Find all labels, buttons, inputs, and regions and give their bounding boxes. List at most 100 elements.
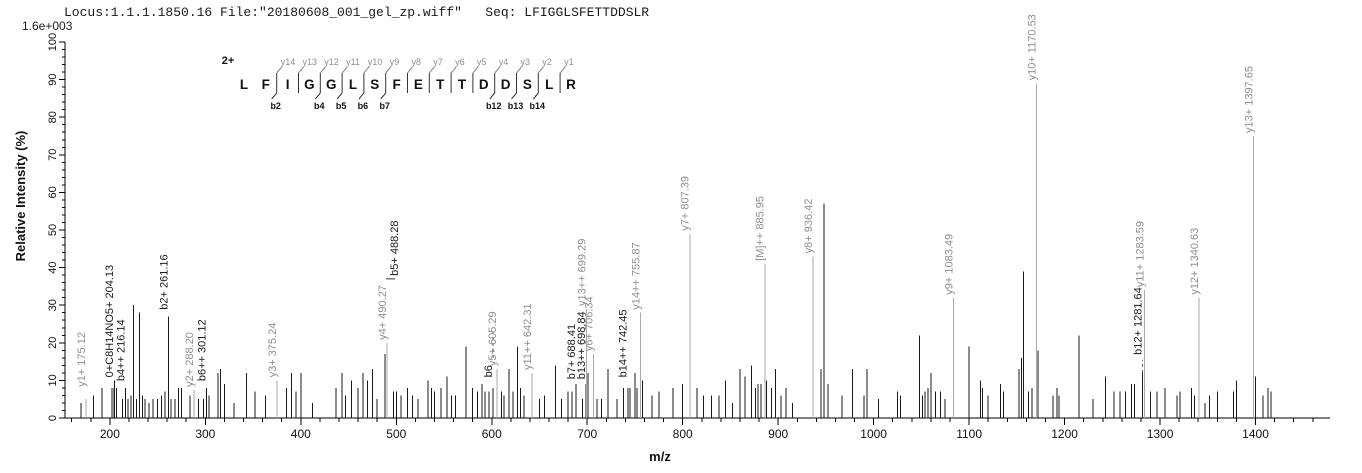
y-tick-label: 90 [47,73,59,85]
residue-letter: L [349,77,357,92]
x-tick-label: 600 [482,427,502,441]
y-fragment-tick [385,66,392,74]
peak-label: 0+C8H14NO5+ 204.13 [104,265,116,378]
b-ion-label: b6 [358,101,369,111]
y-ion-label: y10 [368,57,383,67]
x-tick-label: 1000 [860,427,887,441]
y-fragment-tick [537,66,544,74]
peak-annotations: y1+ 175.12 0+C8H14NO5+ 204.13 b4++ 216.14 b… [76,14,1255,418]
y-tick-label: 50 [47,224,59,236]
y-tick-label: 30 [47,299,59,311]
peak-label: y9+ 1083.49 [943,234,955,295]
peak-label: y7+ 807.39 [680,176,692,231]
y-ion-label: y12 [324,57,339,67]
y-fragment-tick [428,66,435,74]
peak-label: b2+ 261.16 [158,254,170,309]
residue-letter: D [501,77,511,92]
b-ion-label: b5 [336,101,347,111]
x-tick-label: 1200 [1051,427,1078,441]
peak-label: y6+ 706.34 [583,296,595,351]
residue-letter: T [436,77,445,92]
x-tick-label: 1400 [1242,427,1269,441]
peak-label: b14++ 742.45 [618,309,630,377]
x-tick-label: 1100 [956,427,982,441]
x-tick-label: 800 [673,427,693,441]
b-ion-label: b14 [530,101,546,111]
peak-label: y4+ 490.27 [377,285,389,340]
y-fragment-tick [494,66,501,74]
peak-label: [M]++ 885.95 [755,196,767,261]
y-tick-label: 100 [47,33,59,51]
intensity-scale-label: 1.6e+003 [22,19,73,33]
y-fragment-tick [472,66,479,74]
peak-label: b12+ 1281.64 [1133,287,1145,355]
b-fragment-tick [271,92,278,100]
peak-label: y5+ 605.29 [487,311,499,366]
y-ticks: 0 10 20 30 40 50 60 70 80 90 100 [47,33,65,421]
peak-label: y11+ 1283.59 [1134,221,1146,287]
y-fragment-tick [363,66,370,74]
peak-label: b4++ 216.14 [115,319,127,381]
peak-label: y2+ 288.20 [184,332,196,387]
residue-letter: I [286,77,290,92]
b-ion-label: b13 [508,101,524,111]
peak-label: y8+ 936.42 [803,199,815,254]
y-fragment-tick [298,66,304,74]
y-fragment-tick [450,66,457,74]
peak-label: y1+ 175.12 [76,332,88,387]
x-tick-label: 1300 [1147,427,1174,441]
y-ion-label: y2 [542,57,552,67]
b-ion-label: b7 [379,101,390,111]
y-tick-label: 70 [47,149,59,161]
residue-letter: L [545,77,553,92]
b-ion-label: b2 [270,101,281,111]
x-tick-label: 400 [291,427,311,441]
y-fragment-tick [319,66,326,74]
peak-label: y13++ 699.29 [577,239,589,306]
y-tick-label: 60 [47,186,59,198]
precursor-charge-label: 2+ [222,55,235,67]
b-ion-label: b12 [486,101,502,111]
residue-letter: S [523,77,532,92]
peak-label: b6 [483,365,495,377]
y-tick-label: 0 [47,415,59,421]
peak-label: b6++ 301.12 [196,319,208,381]
y-axis-title: Relative Intensity (%) [13,131,28,262]
residue-letter: R [566,77,576,92]
b-ion-label: b4 [314,101,325,111]
x-tick-label: 300 [195,427,215,441]
peak-label: y12+ 1340.63 [1189,228,1201,295]
x-axis-title: m/z [649,449,671,464]
residue-letter: L [240,77,248,92]
residue-letter: D [479,77,489,92]
peak-label: y13+ 1397.65 [1243,66,1255,133]
peak-label: b5+ 488.28 [389,221,401,276]
y-ion-label: y1 [564,57,574,67]
y-ion-label: y3 [521,57,531,67]
y-ion-label: y13 [303,57,318,67]
residue-letter: G [304,77,315,92]
peaks [80,203,1272,418]
y-tick-label: 80 [47,111,59,123]
residue-letter: E [414,77,423,92]
y-ion-label: y4 [499,57,509,67]
y-fragment-tick [559,66,566,74]
y-ion-label: y11 [346,57,360,67]
peak-label: y14++ 755.87 [631,242,643,309]
b-fragment-tick [314,92,321,100]
peak-label: y3+ 375.24 [267,323,279,378]
b-fragment-tick [532,92,539,100]
y-ion-label: y6 [455,57,465,67]
x-tick-label: 200 [100,427,120,441]
y-tick-label: 20 [47,337,59,349]
residue-letter: S [370,77,379,92]
peak-label: b13++ 698.84 [576,311,588,379]
peak-label: y11++ 642.31 [522,303,534,369]
x-tick-label: 900 [768,427,788,441]
y-ion-label: y5 [477,57,487,67]
residue-letter: T [458,77,467,92]
peak-label: b7+ 688.41 [566,324,578,379]
residue-letter: F [392,77,400,92]
y-fragment-tick [407,66,413,74]
